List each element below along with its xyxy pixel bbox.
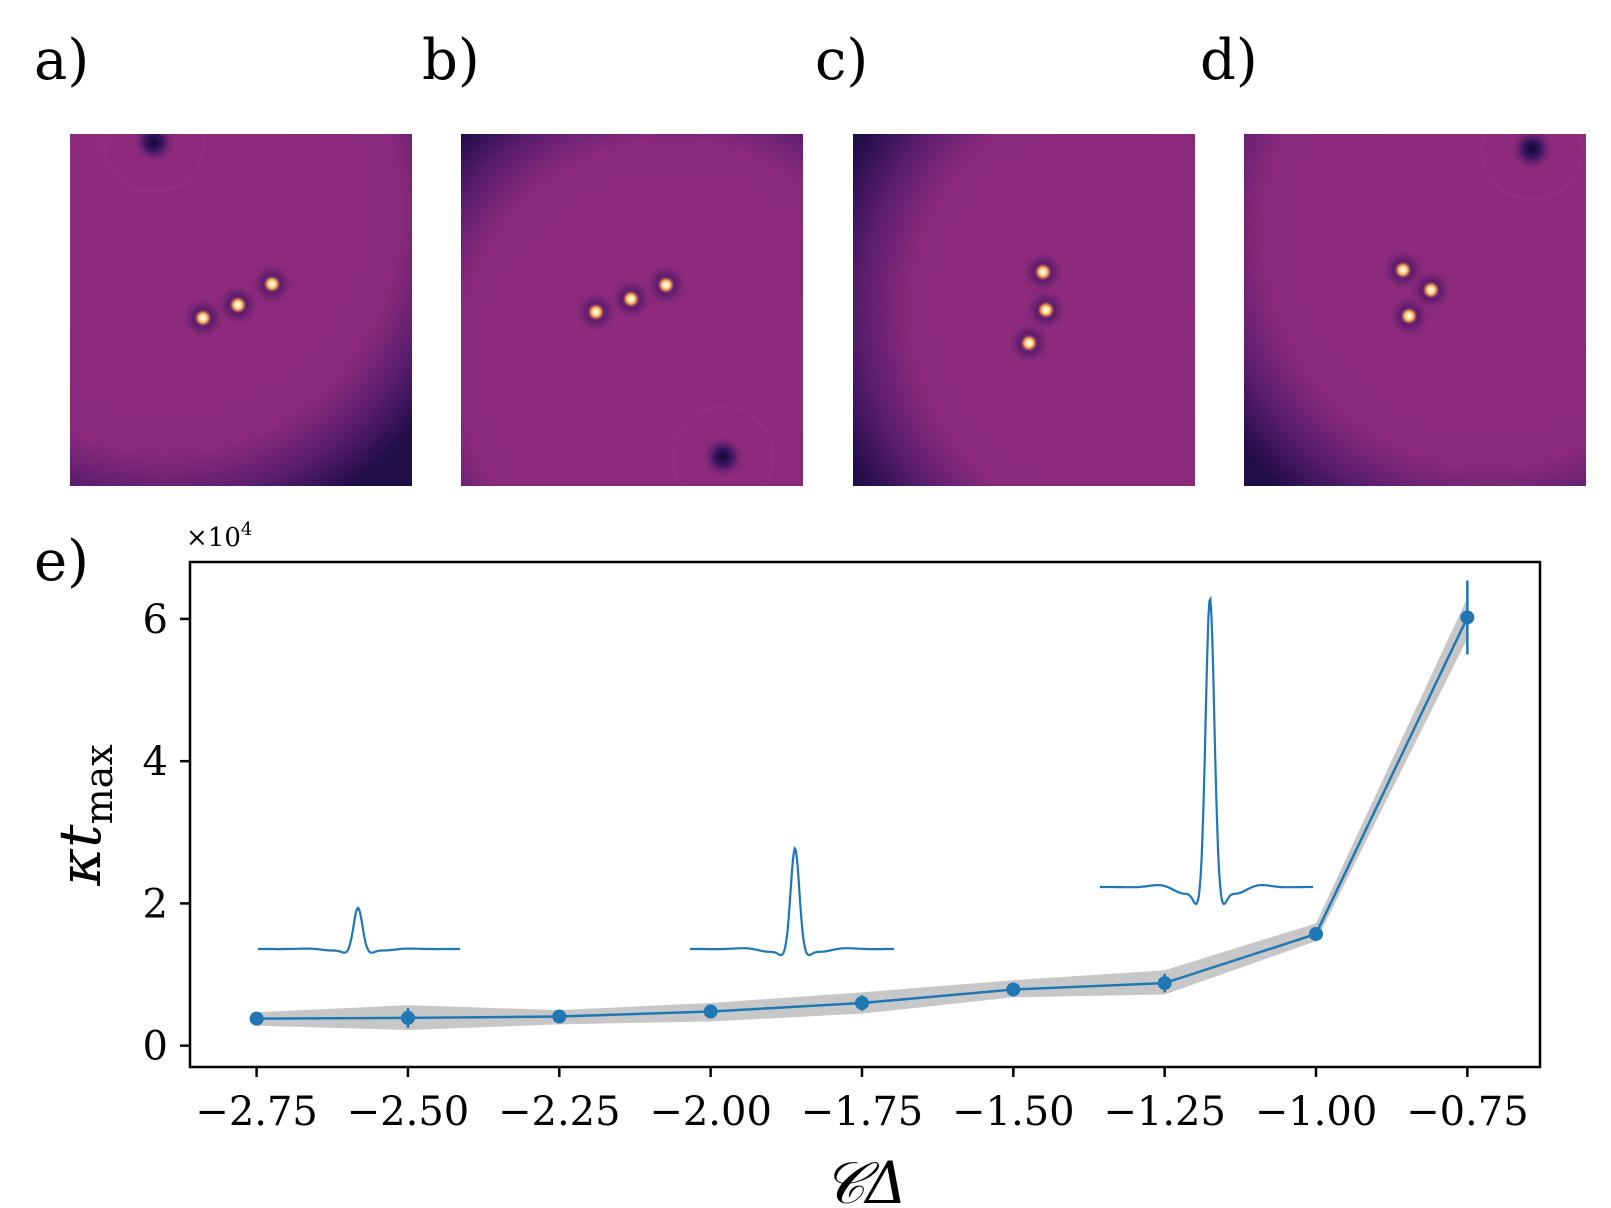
- data-point: [1309, 926, 1324, 941]
- confidence-band: [256, 597, 1468, 1031]
- panel-label-d: d): [1200, 28, 1258, 93]
- x-axis-label: 𝒞Δ: [823, 1149, 907, 1208]
- data-point: [854, 995, 869, 1010]
- inset-profile-3: [1100, 595, 1313, 906]
- panel-label-a: a): [34, 28, 90, 93]
- inset-profile-1: [258, 906, 460, 954]
- field-image-d: [1244, 134, 1586, 486]
- x-tick-label: −1.00: [1255, 1089, 1378, 1135]
- x-tick-label: −1.75: [801, 1089, 924, 1135]
- panel-label-e: e): [34, 529, 89, 594]
- data-point: [400, 1010, 415, 1025]
- panel-label-b: b): [422, 28, 480, 93]
- y-tick-label: 4: [143, 739, 168, 785]
- data-point: [249, 1011, 264, 1026]
- y-tick-label: 0: [143, 1024, 168, 1070]
- y-tick-label: 6: [143, 597, 168, 643]
- series-line: [256, 616, 1469, 1020]
- x-tick-label: −1.50: [952, 1089, 1075, 1135]
- inset-profile-2: [690, 845, 894, 957]
- panel-label-c: c): [815, 28, 869, 93]
- x-tick-label: −2.50: [347, 1089, 470, 1135]
- field-image-c: [853, 134, 1195, 486]
- y-tick-label: 2: [143, 881, 168, 927]
- y-axis-label: κtmax: [46, 744, 121, 886]
- data-point: [703, 1004, 718, 1019]
- data-point: [1006, 982, 1021, 997]
- data-point: [1157, 976, 1172, 991]
- x-tick-label: −2.75: [195, 1089, 318, 1135]
- field-image-b: [461, 134, 803, 486]
- plot-frame: [188, 560, 1542, 1069]
- field-image-a: [70, 134, 412, 486]
- x-tick-label: −0.75: [1406, 1089, 1529, 1135]
- y-multiplier: ×104: [186, 519, 252, 553]
- x-tick-label: −1.25: [1103, 1089, 1226, 1135]
- data-point: [552, 1009, 567, 1024]
- data-point: [1460, 610, 1475, 625]
- x-tick-label: −2.00: [649, 1089, 772, 1135]
- x-tick-label: −2.25: [498, 1089, 621, 1135]
